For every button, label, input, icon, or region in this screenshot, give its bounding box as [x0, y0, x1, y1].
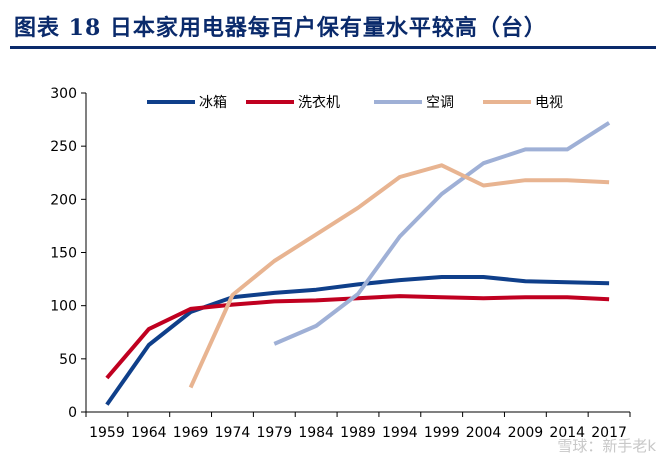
y-tick-label: 150	[50, 246, 77, 262]
legend-label: 空调	[426, 95, 454, 111]
chart-title: 图表 18 日本家用电器每百户保有量水平较高（台）	[14, 15, 547, 41]
x-tick-label: 1969	[173, 425, 209, 441]
y-tick-label: 250	[50, 139, 77, 155]
x-tick-label: 1989	[340, 425, 376, 441]
chart-axes	[85, 93, 630, 413]
x-tick-label: 1979	[256, 425, 292, 441]
header: 图表 18 日本家用电器每百户保有量水平较高（台）	[0, 0, 666, 52]
legend-label: 洗衣机	[298, 95, 340, 111]
watermark: 雪球：新手老k	[557, 437, 656, 455]
y-tick-label: 50	[59, 352, 77, 368]
legend-label: 冰箱	[199, 95, 227, 111]
x-tick-label: 1984	[298, 425, 334, 441]
x-tick-label: 2014	[549, 425, 585, 441]
title-underline	[10, 46, 656, 49]
x-tick-label: 2017	[591, 425, 627, 441]
x-tick-label: 1994	[382, 425, 418, 441]
x-tick-label: 1964	[131, 425, 167, 441]
series-line-冰箱	[105, 275, 610, 406]
x-tick-label: 1999	[424, 425, 460, 441]
x-tick-label: 2004	[466, 425, 502, 441]
y-axis-ticks: 0 50 100 150 200 250 300	[50, 86, 86, 421]
x-axis-ticks: 1959 1964 1969 1974 1979 1984 1989 1994 1999 2004…	[85, 412, 631, 441]
legend: 冰箱 洗衣机 空调 电视	[147, 95, 563, 111]
x-tick-label: 1974	[215, 425, 251, 441]
series-line-空调	[273, 121, 611, 346]
x-tick-label: 1959	[89, 425, 125, 441]
y-tick-label: 200	[50, 192, 77, 208]
series-line-洗衣机	[105, 294, 610, 380]
y-tick-label: 300	[50, 86, 77, 102]
series-line-电视	[188, 163, 610, 389]
x-tick-label: 2009	[508, 425, 544, 441]
legend-label: 电视	[535, 95, 563, 111]
series-lines	[105, 121, 611, 406]
y-tick-label: 100	[50, 299, 77, 315]
y-tick-label: 0	[68, 405, 77, 421]
